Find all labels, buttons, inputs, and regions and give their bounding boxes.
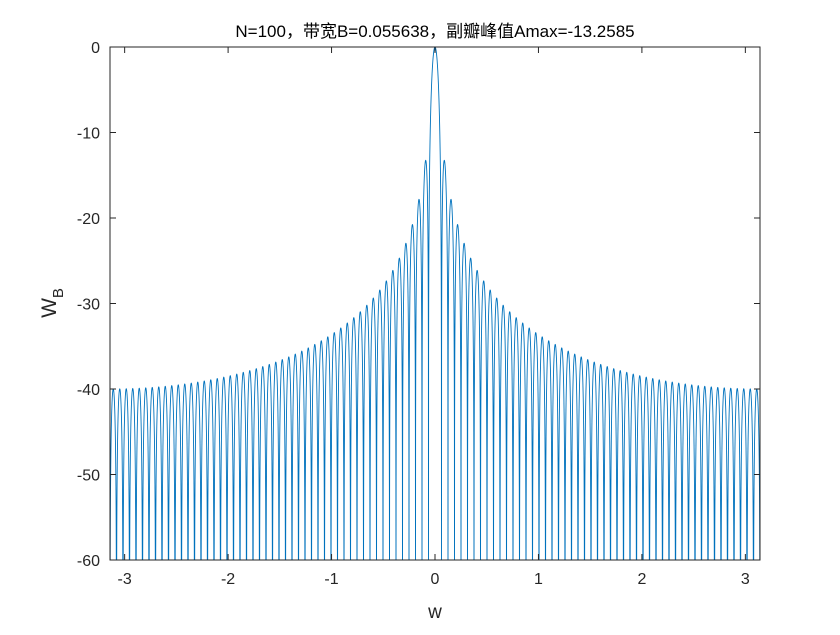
series-line-0 <box>110 47 760 560</box>
x-tick-label: 3 <box>741 571 750 588</box>
y-axis: 0 -10 -20 -30 -40 -50 -60 <box>77 40 760 570</box>
y-axis-label-group: WB <box>38 288 67 318</box>
y-tick-label: 0 <box>91 40 100 57</box>
y-tick-label: -30 <box>77 297 100 314</box>
y-tick-label: -10 <box>77 126 100 143</box>
x-tick-label: -3 <box>118 571 132 588</box>
chart-title: N=100，带宽B=0.055638，副瓣峰值Amax=-13.2585 <box>235 22 634 41</box>
x-tick-label: 0 <box>431 571 440 588</box>
plot-area-background <box>110 47 760 560</box>
y-tick-label: -50 <box>77 468 100 485</box>
x-axis-label: w <box>427 602 442 623</box>
y-axis-label-subscript: B <box>50 288 67 298</box>
x-tick-label: 1 <box>534 571 543 588</box>
x-tick-label: -1 <box>324 571 338 588</box>
y-tick-label: -60 <box>77 553 100 570</box>
y-tick-label: -20 <box>77 211 100 228</box>
y-tick-label: -40 <box>77 382 100 399</box>
plot-lines <box>110 47 760 560</box>
x-tick-label: -2 <box>221 571 235 588</box>
y-axis-label-main: W <box>38 298 61 318</box>
x-tick-label: 2 <box>637 571 646 588</box>
y-axis-label: WB <box>38 288 67 318</box>
x-axis: -3 -2 -1 0 1 2 3 <box>118 47 750 588</box>
